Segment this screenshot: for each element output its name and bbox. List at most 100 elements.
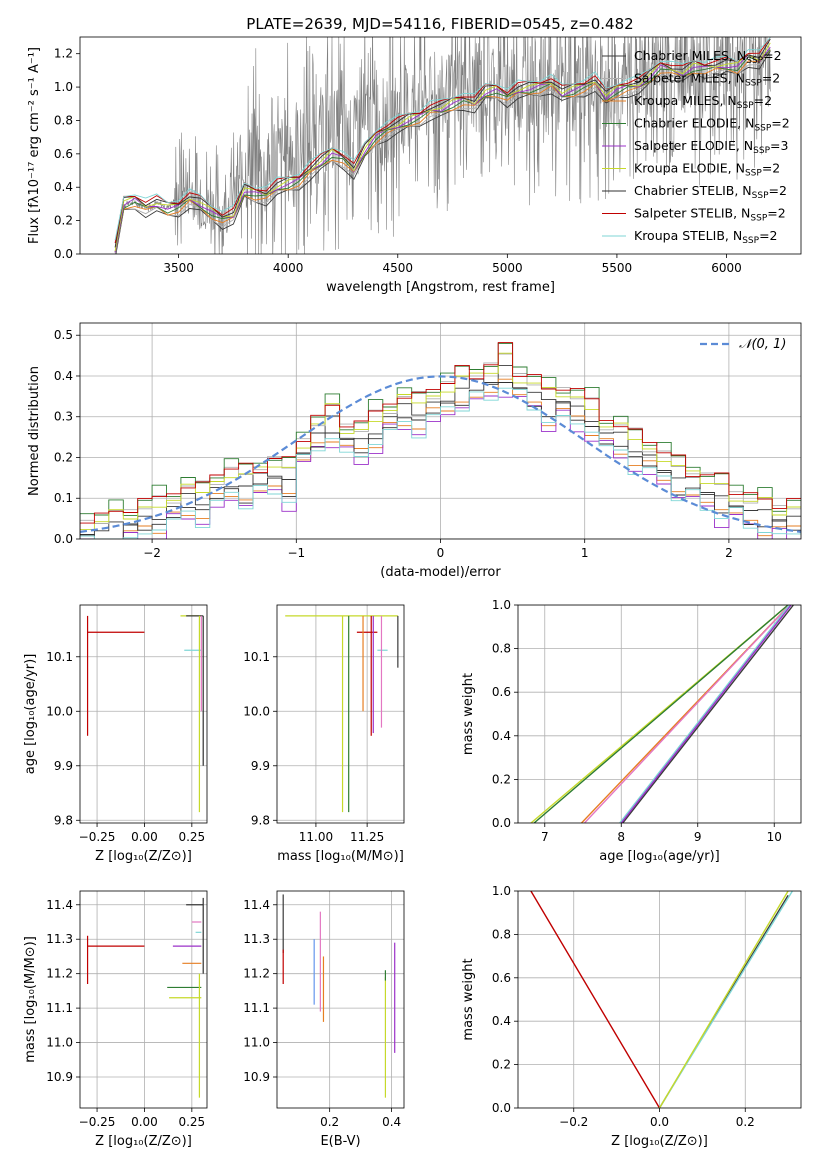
y-axis-label: Flux [fλ10⁻¹⁷ erg cm⁻² s⁻¹ A⁻¹] bbox=[27, 47, 42, 244]
x-tick-label: 10 bbox=[767, 830, 782, 844]
legend-label-salp_stelib: Salpeter STELIB, NSSP=2 bbox=[634, 206, 786, 224]
mass-vs-metallicity-panel: −0.25 0.00 0.25 10.9 11.0 11.1 11.2 11.3 11.4 Z [… bbox=[23, 890, 208, 1149]
y-tick-label: 10.1 bbox=[46, 650, 73, 664]
y-axis-label: Normed distribution bbox=[27, 366, 42, 496]
x-tick-label: 0.25 bbox=[178, 1115, 205, 1129]
y-tick-label: 0.2 bbox=[54, 214, 73, 228]
x-tick-label: 0.4 bbox=[382, 1115, 401, 1129]
x-tick-label: 2 bbox=[725, 546, 733, 560]
x-tick-label: 8 bbox=[617, 830, 625, 844]
legend-label-krou_stelib: Kroupa STELIB, NSSP=2 bbox=[634, 228, 778, 246]
plot-area bbox=[80, 323, 801, 539]
axes-frame bbox=[517, 890, 802, 1109]
y-tick-label: 10.9 bbox=[46, 1070, 73, 1084]
y-tick-label: 1.0 bbox=[492, 884, 511, 898]
x-tick-label: 6000 bbox=[711, 261, 742, 275]
y-tick-label: 11.1 bbox=[46, 1001, 73, 1015]
y-axis-label: mass [log₁₀(M/M⊙)] bbox=[23, 936, 38, 1063]
y-tick-label: 9.9 bbox=[54, 759, 73, 773]
mass-vs-ebv-panel: 0.2 0.4 10.9 11.0 11.1 11.2 11.3 11.4 E(B-V) bbox=[243, 890, 405, 1149]
x-axis-label: Z [log₁₀(Z/Z⊙)] bbox=[95, 1134, 192, 1149]
cumulative-line bbox=[619, 605, 791, 823]
model-line-chab_elodie bbox=[114, 49, 771, 253]
histogram-krou_elodie bbox=[80, 352, 801, 539]
axes-frame bbox=[79, 604, 208, 824]
y-tick-label: 0.6 bbox=[492, 971, 511, 985]
legend-label-salp_elodie: Salpeter ELODIE, NSSP=3 bbox=[634, 138, 788, 156]
y-tick-label: 11.2 bbox=[243, 967, 270, 981]
y-tick-label: 10.0 bbox=[46, 704, 73, 718]
y-tick-label: 0.8 bbox=[492, 927, 511, 941]
histogram-chab_miles bbox=[80, 364, 801, 539]
y-tick-label: 9.8 bbox=[54, 813, 73, 827]
x-tick-label: 11.25 bbox=[350, 830, 384, 844]
x-tick-label: 4500 bbox=[382, 261, 413, 275]
y-tick-label: 1.0 bbox=[492, 598, 511, 612]
legend-label-gauss: 𝒩(0, 1) bbox=[739, 337, 786, 352]
legend-label-krou_elodie: Kroupa ELODIE, NSSP=2 bbox=[634, 161, 780, 179]
y-tick-label: 11.3 bbox=[46, 932, 73, 946]
y-axis-label: age [log₁₀(age/yr)] bbox=[23, 654, 38, 775]
legend-label-chab_stelib: Chabrier STELIB, NSSP=2 bbox=[634, 183, 787, 201]
x-axis-label: wavelength [Angstrom, rest frame] bbox=[326, 280, 555, 295]
axes-frame bbox=[517, 604, 802, 824]
histogram-krou_stelib bbox=[80, 387, 801, 539]
y-tick-label: 11.1 bbox=[243, 1001, 270, 1015]
x-tick-label: 0.0 bbox=[650, 1115, 669, 1129]
x-tick-label: 0 bbox=[437, 546, 445, 560]
plot-area bbox=[114, 37, 771, 254]
y-tick-label: 9.8 bbox=[251, 813, 270, 827]
axes-frame bbox=[276, 604, 405, 824]
x-axis-label: mass [log₁₀(M/M⊙)] bbox=[277, 849, 404, 864]
y-tick-label: 11.0 bbox=[46, 1036, 73, 1050]
y-tick-label: 0.2 bbox=[492, 772, 511, 786]
y-tick-label: 0.0 bbox=[492, 1101, 511, 1115]
x-tick-label: 5500 bbox=[602, 261, 633, 275]
model-line-salp_stelib bbox=[114, 37, 771, 244]
spectrum-panel: 3500 4000 4500 5000 5500 6000 0.0 0.2 0.4 0.6 0.8 1… bbox=[27, 36, 802, 295]
cumulative-line bbox=[620, 605, 792, 823]
cumulative-line bbox=[622, 605, 794, 823]
legend-label-chab_elodie: Chabrier ELODIE, NSSP=2 bbox=[634, 116, 790, 134]
y-tick-label: 0.4 bbox=[492, 1014, 511, 1028]
y-tick-label: 10.9 bbox=[243, 1070, 270, 1084]
age-vs-metallicity-panel: −0.25 0.00 0.25 9.8 9.9 10.0 10.1 Z [log₁₀(Z/Z⊙… bbox=[23, 604, 208, 864]
x-tick-label: 7 bbox=[541, 830, 549, 844]
y-tick-label: 1.2 bbox=[54, 47, 73, 61]
y-tick-label: 0.4 bbox=[54, 369, 73, 383]
legend-label-chab_miles: Chabrier MILES, NSSP=2 bbox=[634, 48, 782, 66]
x-tick-label: 9 bbox=[694, 830, 702, 844]
x-tick-label: 4000 bbox=[273, 261, 304, 275]
plot-area bbox=[277, 891, 404, 1108]
figure-title: PLATE=2639, MJD=54116, FIBERID=0545, z=0… bbox=[246, 15, 633, 33]
y-tick-label: 0.4 bbox=[492, 729, 511, 743]
plot-area bbox=[518, 605, 801, 823]
legend-label-salp_miles: Salpeter MILES, NSSP=2 bbox=[634, 71, 780, 89]
y-tick-label: 11.4 bbox=[243, 898, 270, 912]
y-tick-label: 0.6 bbox=[492, 685, 511, 699]
y-tick-label: 10.0 bbox=[243, 704, 270, 718]
y-tick-label: 11.3 bbox=[243, 932, 270, 946]
y-tick-label: 0.2 bbox=[492, 1058, 511, 1072]
y-tick-label: 0.4 bbox=[54, 180, 73, 194]
y-tick-label: 10.1 bbox=[243, 650, 270, 664]
x-axis-label: (data-model)/error bbox=[380, 565, 501, 580]
x-tick-label: 0.00 bbox=[131, 1115, 158, 1129]
spectrum-legend: Chabrier MILES, NSSP=2 Salpeter MILES, NS… bbox=[602, 48, 790, 246]
x-tick-label: −0.25 bbox=[79, 1115, 116, 1129]
y-tick-label: 1.0 bbox=[54, 80, 73, 94]
cumulative-line bbox=[658, 891, 789, 1108]
mass-weight-vs-metallicity-panel: −0.2 0.0 0.2 0.0 0.2 0.4 0.6 0.8 1.0 Z [log₁₀(Z/Z… bbox=[461, 884, 802, 1149]
y-tick-label: 0.0 bbox=[492, 816, 511, 830]
y-tick-label: 0.8 bbox=[492, 642, 511, 656]
y-axis-label: mass weight bbox=[461, 673, 476, 755]
x-axis-label: E(B-V) bbox=[320, 1134, 360, 1149]
axes-frame bbox=[79, 36, 802, 255]
y-tick-label: 0.8 bbox=[54, 113, 73, 127]
plot-area bbox=[80, 605, 207, 823]
x-axis-label: Z [log₁₀(Z/Z⊙)] bbox=[611, 1134, 708, 1149]
axes-frame bbox=[276, 890, 405, 1109]
axes-frame bbox=[79, 322, 802, 540]
x-tick-label: 5000 bbox=[492, 261, 523, 275]
